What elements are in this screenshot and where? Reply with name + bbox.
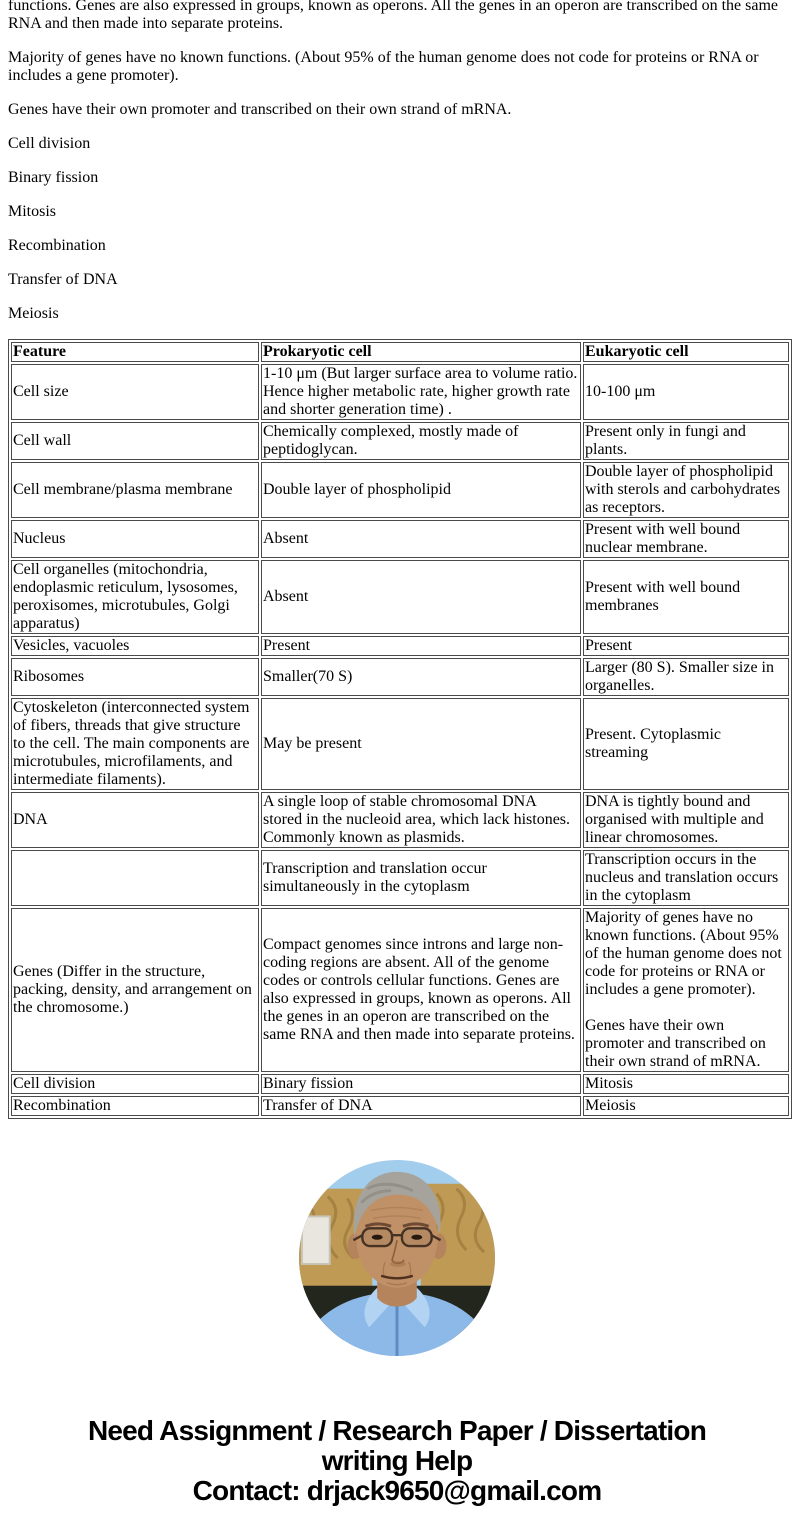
banner-line: Contact: drjack9650@gmail.com <box>192 1475 603 1506</box>
table-cell: 10-100 μm <box>583 364 789 420</box>
table-cell <box>11 850 259 906</box>
table-cell: Present with well bound nuclear membrane… <box>583 520 789 558</box>
table-cell: Meiosis <box>583 1096 789 1116</box>
table-cell: DNA <box>11 792 259 848</box>
table-cell: May be present <box>261 698 581 790</box>
keyword-item: Meiosis <box>8 305 59 322</box>
table-cell: DNA is tightly bound and organised with … <box>583 792 789 848</box>
keyword-item: Recombination <box>8 237 106 254</box>
table-row: Cell size 1-10 μm (But larger surface are… <box>11 364 789 420</box>
banner-line: Need Assignment / Research Paper / Disse… <box>87 1415 707 1446</box>
table-header-row: Feature Prokaryotic cell Eukaryotic cell <box>11 342 789 362</box>
table-cell: Binary fission <box>261 1074 581 1094</box>
table-row: Ribosomes Smaller(70 S) Larger (80 S). Sma… <box>11 658 789 696</box>
table-cell: Majority of genes have no known function… <box>583 908 789 1072</box>
intro-paragraph: Genes have their own promoter and transc… <box>8 101 512 118</box>
table-cell: Present only in fungi and plants. <box>583 422 789 460</box>
table-row: DNA A single loop of stable chromosomal D… <box>11 792 789 848</box>
column-header: Eukaryotic cell <box>583 342 789 362</box>
column-header: Prokaryotic cell <box>261 342 581 362</box>
table-row: Vesicles, vacuoles Present Present <box>11 636 789 656</box>
table-cell: Cell membrane/plasma membrane <box>11 462 259 518</box>
table-cell: Vesicles, vacuoles <box>11 636 259 656</box>
table-cell: Present with well bound membranes <box>583 560 789 634</box>
table-cell: Ribosomes <box>11 658 259 696</box>
table-row: Cell membrane/plasma membrane Double laye… <box>11 462 789 518</box>
table-cell: Double layer of phospholipid <box>261 462 581 518</box>
table-cell: Cell division <box>11 1074 259 1094</box>
table-cell: Absent <box>261 520 581 558</box>
keyword-item: Transfer of DNA <box>8 271 118 288</box>
table-cell: Compact genomes since introns and large … <box>261 908 581 1072</box>
column-header: Feature <box>11 342 259 362</box>
table-cell: Cell wall <box>11 422 259 460</box>
profile-photo <box>298 1159 496 1357</box>
help-banner: Need Assignment / Research Paper / Disse… <box>12 1416 782 1506</box>
table-cell: Nucleus <box>11 520 259 558</box>
intro-paragraph: Majority of genes have no known function… <box>8 49 759 84</box>
table-row: Genes (Differ in the structure, packing,… <box>11 908 789 1072</box>
keyword-item: Cell division <box>8 135 91 152</box>
table-cell: Chemically complexed, mostly made of pep… <box>261 422 581 460</box>
intro-paragraph: functions. Genes are also expressed in g… <box>8 0 779 32</box>
comparison-table: Feature Prokaryotic cell Eukaryotic cell C… <box>8 339 792 1119</box>
table-row: Transcription and translation occur simu… <box>11 850 789 906</box>
keyword-list: Cell division Binary fission Mitosis Recomb… <box>8 135 786 323</box>
table-row: Cell division Binary fission Mitosis <box>11 1074 789 1094</box>
table-row: Cytoskeleton (interconnected system of f… <box>11 698 789 790</box>
table-cell: Cytoskeleton (interconnected system of f… <box>11 698 259 790</box>
table-cell: 1-10 μm (But larger surface area to volu… <box>261 364 581 420</box>
table-cell: Larger (80 S). Smaller size in organelle… <box>583 658 789 696</box>
table-cell: Present. Cytoplasmic streaming <box>583 698 789 790</box>
table-row: Recombination Transfer of DNA Meiosis <box>11 1096 789 1116</box>
banner-line: writing Help <box>321 1445 473 1476</box>
table-cell: Present <box>261 636 581 656</box>
table-cell: Cell size <box>11 364 259 420</box>
table-cell: Recombination <box>11 1096 259 1116</box>
photo-container <box>8 1159 786 1362</box>
table-cell: A single loop of stable chromosomal DNA … <box>261 792 581 848</box>
keyword-item: Binary fission <box>8 169 99 186</box>
table-cell: Smaller(70 S) <box>261 658 581 696</box>
keyword-item: Mitosis <box>8 203 57 220</box>
table-body: Cell size 1-10 μm (But larger surface are… <box>11 364 789 1116</box>
table-cell: Transfer of DNA <box>261 1096 581 1116</box>
intro: functions. Genes are also expressed in g… <box>8 0 786 119</box>
table-cell: Transcription occurs in the nucleus and … <box>583 850 789 906</box>
table-cell: Absent <box>261 560 581 634</box>
table-row: Cell organelles (mitochondria, endoplasm… <box>11 560 789 634</box>
table-cell: Double layer of phospholipid with sterol… <box>583 462 789 518</box>
table-cell: Cell organelles (mitochondria, endoplasm… <box>11 560 259 634</box>
table-row: Nucleus Absent Present with well bound nuc… <box>11 520 789 558</box>
table-row: Cell wall Chemically complexed, mostly ma… <box>11 422 789 460</box>
table-cell: Mitosis <box>583 1074 789 1094</box>
table-cell: Present <box>583 636 789 656</box>
table-cell: Transcription and translation occur simu… <box>261 850 581 906</box>
table-cell: Genes (Differ in the structure, packing,… <box>11 908 259 1072</box>
